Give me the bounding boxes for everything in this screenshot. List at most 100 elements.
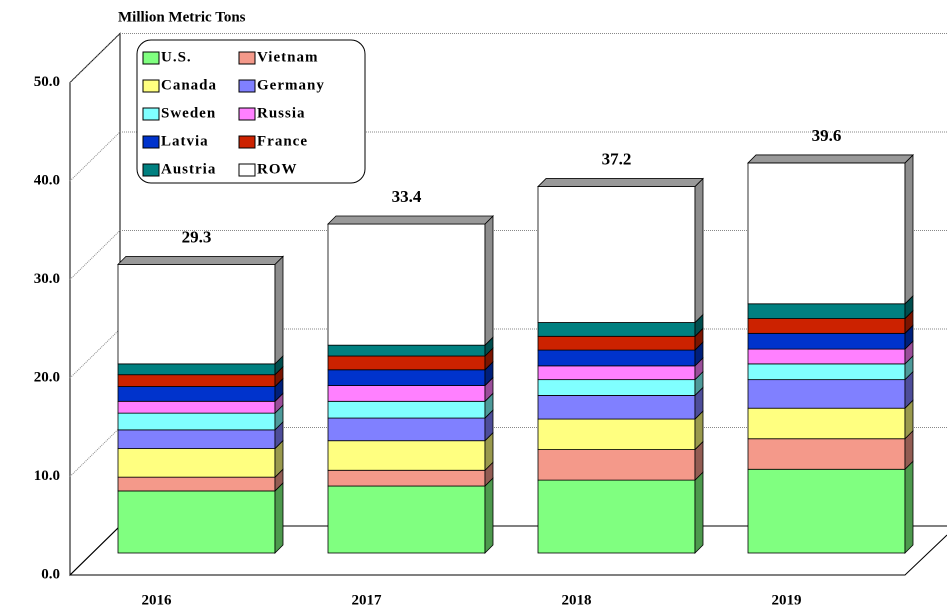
- bar-face: [117, 400, 276, 414]
- bar-face: [117, 263, 276, 365]
- back-wall: [69, 32, 121, 577]
- bar-face: [747, 318, 906, 334]
- bar-segment: [537, 440, 704, 482]
- bar-face: [747, 332, 906, 350]
- bar-segment: [537, 410, 704, 451]
- bar-face: [117, 374, 276, 387]
- bar-side: [274, 481, 284, 554]
- bar-face: [537, 418, 696, 450]
- bar-face: [537, 349, 696, 367]
- x-tick-label: 2017: [352, 592, 383, 608]
- legend-label: Russia: [257, 105, 306, 121]
- bar-face: [327, 385, 486, 402]
- bar-segment: [537, 386, 704, 421]
- grid-line: [69, 131, 947, 182]
- bar-segment: [537, 370, 704, 397]
- bar-face: [537, 394, 696, 420]
- bar-top: [117, 255, 284, 265]
- legend-label: U.S.: [161, 49, 192, 65]
- bar-segment: [747, 153, 914, 305]
- bar-segment: [747, 429, 914, 471]
- bar-face: [327, 369, 486, 386]
- legend-label: Canada: [161, 77, 217, 93]
- legend-label: Latvia: [161, 133, 209, 149]
- y-tick-label: 20.0: [34, 369, 60, 385]
- bar-side: [694, 177, 704, 324]
- bar-face: [747, 407, 906, 440]
- bar-face: [327, 400, 486, 419]
- bar-face: [747, 348, 906, 365]
- legend-swatch: [142, 135, 160, 149]
- bar-face: [327, 485, 486, 554]
- bar-segment: [327, 431, 494, 472]
- bar-face: [747, 162, 906, 305]
- bar-face: [117, 490, 276, 554]
- legend-label: Germany: [257, 77, 325, 93]
- bar-segment: [747, 370, 914, 410]
- bar-face: [747, 438, 906, 470]
- legend-swatch: [238, 79, 256, 93]
- bar-face: [537, 365, 696, 381]
- bar-side: [694, 471, 704, 554]
- legend-swatch: [142, 51, 160, 65]
- legend-swatch: [142, 107, 160, 121]
- bar-face: [747, 379, 906, 409]
- bar-face: [537, 335, 696, 351]
- legend-label: Austria: [161, 161, 216, 177]
- bar-face: [117, 476, 276, 492]
- bar-face: [747, 363, 906, 381]
- legend-label: Sweden: [161, 105, 216, 121]
- total-label: 37.2: [602, 149, 632, 168]
- legend-swatch: [238, 135, 256, 149]
- bar-face: [327, 469, 486, 487]
- total-label: 29.3: [182, 227, 212, 246]
- y-tick-label: 50.0: [34, 74, 60, 90]
- x-tick-label: 2016: [142, 592, 173, 608]
- bar-side: [904, 153, 914, 305]
- y-tick-label: 30.0: [34, 271, 60, 287]
- bar-segment: [537, 177, 704, 324]
- bar-segment: [327, 347, 494, 371]
- chart-title: Million Metric Tons: [118, 9, 246, 25]
- legend-label: ROW: [257, 161, 298, 177]
- y-tick-label: 0.0: [41, 566, 60, 582]
- bar-top: [747, 154, 914, 164]
- bar-face: [537, 186, 696, 323]
- legend-swatch: [238, 107, 256, 121]
- bar-face: [327, 344, 486, 357]
- bar-segment: [327, 477, 494, 554]
- bar-side: [484, 477, 494, 554]
- bar-segment: [117, 255, 284, 365]
- bar-side: [904, 460, 914, 554]
- bar-face: [327, 440, 486, 471]
- bar-top: [537, 178, 704, 187]
- x-tick-label: 2018: [562, 592, 592, 608]
- legend-swatch: [238, 51, 256, 65]
- legend-swatch: [238, 163, 256, 177]
- bar-top: [327, 215, 494, 225]
- bar-face: [327, 355, 486, 371]
- grid-line: [69, 33, 947, 83]
- bar-segment: [537, 471, 704, 554]
- total-label: 33.4: [392, 187, 422, 206]
- bar-face: [327, 417, 486, 442]
- total-label: 39.6: [812, 126, 842, 145]
- bar-face: [117, 429, 276, 449]
- legend-label: France: [257, 133, 308, 149]
- grid-line: [69, 230, 947, 280]
- y-tick-label: 10.0: [34, 468, 60, 484]
- y-tick-label: 40.0: [34, 172, 60, 188]
- bar-segment: [117, 481, 284, 554]
- x-tick-label: 2019: [772, 592, 802, 608]
- bar-face: [117, 363, 276, 376]
- bar-face: [747, 468, 906, 554]
- bar-face: [537, 379, 696, 396]
- legend-swatch: [142, 163, 160, 177]
- legend-label: Vietnam: [257, 49, 318, 65]
- bar-face: [537, 479, 696, 554]
- bar-segment: [747, 460, 914, 554]
- bar-segment: [747, 399, 914, 440]
- bar-segment: [327, 215, 494, 347]
- bar-segment: [537, 327, 704, 352]
